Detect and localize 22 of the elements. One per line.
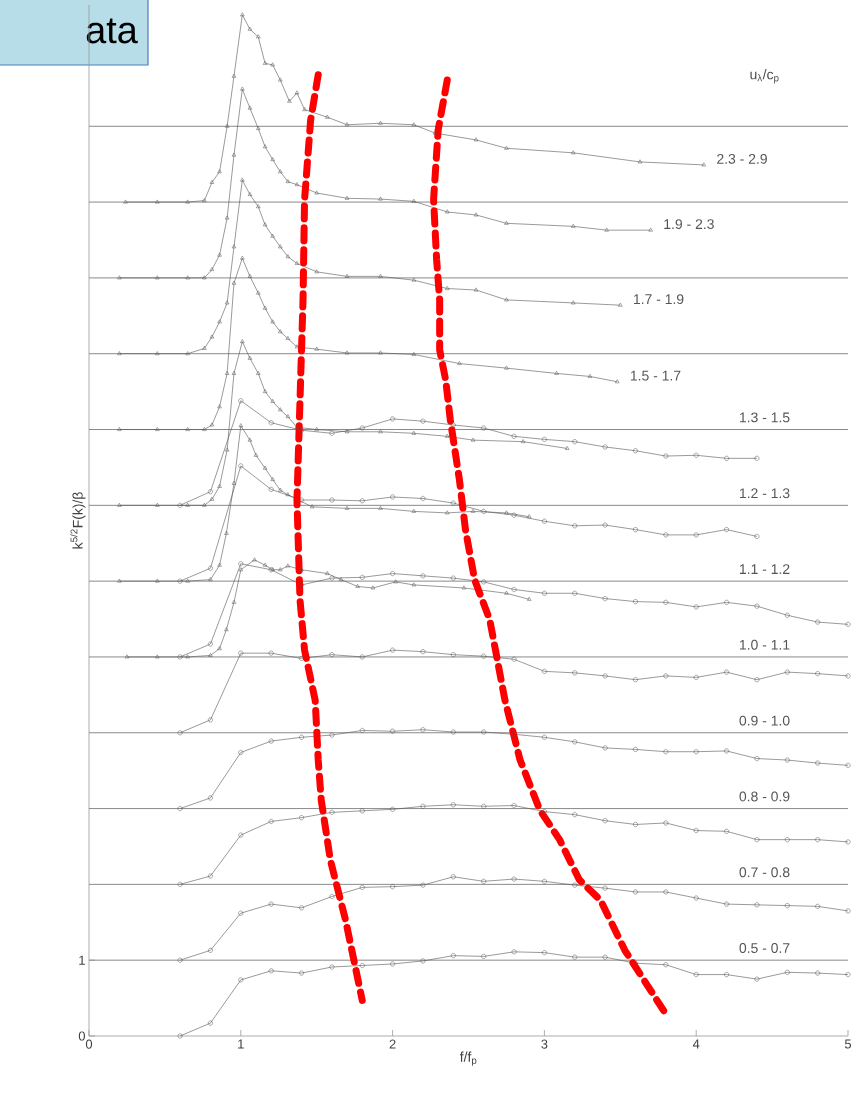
text: 1.1 - 1.2 <box>739 564 790 574</box>
x-tick-label: 5 <box>844 1039 852 1049</box>
x-tick-label: 4 <box>692 1039 700 1049</box>
x-tick-label: 1 <box>238 1039 244 1049</box>
series-label: 2.3 - 2.9 <box>717 153 767 164</box>
x-tick-label: 2 <box>389 1039 396 1049</box>
x-tick-label: 3 <box>541 1039 548 1049</box>
series-label: 0.5 - 0.7 <box>739 943 790 953</box>
legend-title: u$_{λ}$/c$_{p}$ <box>750 69 779 84</box>
series-label: 1.7 - 1.9 <box>633 294 684 305</box>
text: 0.8 - 0.9 <box>739 791 790 802</box>
series-label: 0.9 - 1.0 <box>739 715 790 726</box>
series-label: 1.5 - 1.7 <box>630 370 681 381</box>
y-axis-title: k$^{5/2}$F(k)/β <box>70 492 86 549</box>
series-label: 1.9 - 2.3 <box>664 219 714 230</box>
text: 1.2 - 1.3 <box>739 488 790 499</box>
series-label: 0.7 - 0.8 <box>739 867 790 878</box>
series-label: 1.0 - 1.1 <box>739 639 790 650</box>
x-axis-title: f/f$_{p}$ <box>459 1051 477 1066</box>
annotation: ata <box>86 18 138 44</box>
x-tick-label: 0 <box>85 1039 93 1049</box>
text: 1.3 - 1.5 <box>739 412 790 423</box>
